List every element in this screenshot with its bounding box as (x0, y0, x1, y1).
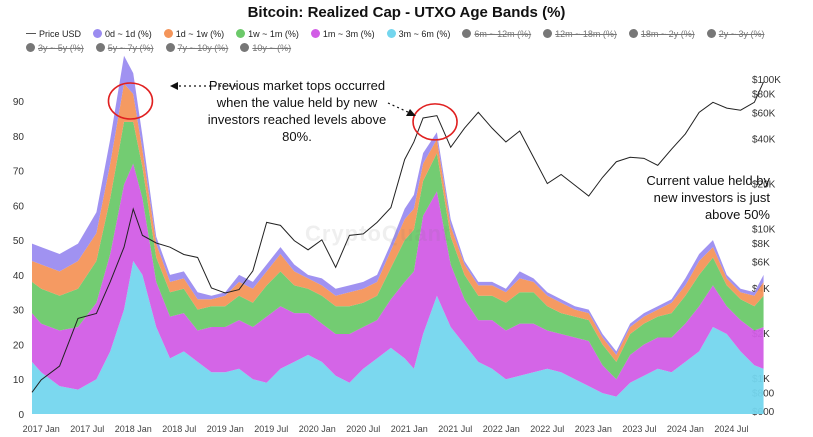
legend-line-marker (26, 33, 36, 34)
y-right-tick-label: $40K (752, 135, 776, 146)
y-left-tick-label: 40 (13, 271, 25, 282)
x-tick-label: 2020 Jul (346, 424, 380, 434)
legend-label: 5y ~ 7y (%) (107, 43, 154, 53)
legend-dot-marker (165, 43, 175, 52)
x-tick-label: 2019 Jan (207, 424, 244, 434)
x-tick-label: 2024 Jul (714, 424, 748, 434)
x-tick-label: 2017 Jan (23, 424, 60, 434)
x-tick-label: 2022 Jan (483, 424, 520, 434)
market-top-circle (412, 103, 458, 141)
y-right-tick-label: $100K (752, 75, 781, 86)
annotation-current-value: Current value held by new investors is j… (646, 173, 770, 222)
legend-item[interactable]: 18m ~ 2y (%) (628, 27, 695, 41)
legend-item[interactable]: 2y ~ 3y (%) (706, 27, 765, 41)
legend-label: 3y ~ 5y (%) (38, 43, 84, 53)
legend-dot-marker (26, 43, 35, 52)
legend-item[interactable]: 10y ~ (%) (240, 41, 291, 55)
y-right-tick-label: $10K (752, 225, 776, 236)
legend-label: 3m ~ 6m (%) (398, 29, 451, 39)
y-right-tick-label: $80K (752, 90, 776, 101)
chart-title: Bitcoin: Realized Cap - UTXO Age Bands (… (247, 4, 566, 21)
legend-dot-marker (628, 29, 638, 38)
area-series (32, 260, 764, 414)
y-right-tick-label: $8K (752, 239, 770, 250)
legend-label: 18m ~ 2y (%) (640, 29, 695, 39)
x-tick-label: 2023 Jul (622, 424, 656, 434)
annotation-market-tops: Previous market tops occurred when the v… (207, 78, 387, 144)
legend-item[interactable]: 3m ~ 6m (%) (386, 27, 451, 41)
legend-label: 0d ~ 1d (%) (105, 29, 152, 39)
legend-item[interactable]: 5y ~ 7y (%) (95, 41, 154, 55)
legend-dot-marker (310, 29, 320, 38)
annotation-arrow (387, 102, 411, 114)
legend-dot-marker (163, 29, 173, 38)
legend-item[interactable]: 6m ~ 12m (%) (462, 27, 531, 41)
y-left-tick-label: 20 (13, 340, 25, 351)
y-left-tick-label: 90 (13, 97, 25, 108)
legend-label: 1m ~ 3m (%) (322, 29, 375, 39)
x-tick-label: 2022 Jul (530, 424, 564, 434)
legend-item[interactable]: 3y ~ 5y (%) (26, 41, 84, 55)
x-tick-label: 2024 Jan (667, 424, 704, 434)
legend-dot-marker (462, 29, 472, 38)
legend-item[interactable]: 1w ~ 1m (%) (236, 27, 299, 41)
legend-item[interactable]: Price USD (26, 27, 81, 41)
y-right-tick-label: $6K (752, 258, 770, 269)
x-tick-label: 2021 Jul (438, 424, 472, 434)
y-right-tick-label: $60K (752, 108, 776, 119)
x-tick-label: 2018 Jul (162, 424, 196, 434)
y-left-tick-label: 70 (13, 167, 25, 178)
x-tick-label: 2017 Jul (70, 424, 104, 434)
market-top-circle (107, 82, 154, 120)
legend-item[interactable]: 1m ~ 3m (%) (310, 27, 375, 41)
x-tick-label: 2020 Jan (299, 424, 336, 434)
legend-dot-marker (386, 29, 396, 38)
area-series (32, 121, 764, 380)
x-tick-label: 2018 Jan (115, 424, 152, 434)
y-left-tick-label: 10 (13, 375, 25, 386)
y-left-tick-label: 50 (13, 236, 25, 247)
watermark: CryptoQuant (305, 221, 451, 246)
legend-dot-marker (236, 29, 246, 38)
price-line (31, 81, 765, 393)
legend-label: 1d ~ 1w (%) (175, 29, 225, 39)
y-left-tick-label: 0 (18, 410, 24, 421)
area-series (32, 163, 764, 397)
annotation-arrowhead (170, 82, 178, 90)
legend-item[interactable]: 12m ~ 18m (%) (543, 27, 617, 41)
legend-dot-marker (93, 29, 103, 38)
legend-dot-marker (543, 29, 553, 38)
legend-label: 10y ~ (%) (252, 43, 292, 53)
legend-label: 2y ~ 3y (%) (718, 29, 765, 39)
legend-label: 1w ~ 1m (%) (248, 29, 299, 39)
legend-item[interactable]: 0d ~ 1d (%) (93, 27, 152, 41)
legend-item[interactable]: 1d ~ 1w (%) (163, 27, 225, 41)
y-left-tick-label: 30 (13, 306, 25, 317)
legend-label: 12m ~ 18m (%) (555, 29, 617, 39)
y-left-tick-label: 60 (13, 201, 25, 212)
legend-label: Price USD (39, 29, 82, 39)
legend-dot-marker (240, 43, 250, 52)
legend: Price USD 0d ~ 1d (%) 1d ~ 1w (%) 1w ~ 1m (… (26, 27, 796, 55)
x-tick-label: 2023 Jan (575, 424, 612, 434)
x-tick-label: 2021 Jan (391, 424, 428, 434)
y-left-tick-label: 80 (13, 132, 25, 143)
y-right-tick-label: $20K (752, 180, 776, 191)
legend-label: 6m ~ 12m (%) (474, 29, 532, 39)
legend-label: 7y ~ 10y (%) (177, 43, 229, 53)
legend-item[interactable]: 7y ~ 10y (%) (165, 41, 229, 55)
annotation-arrowhead (406, 109, 416, 116)
x-tick-label: 2019 Jul (254, 424, 288, 434)
legend-dot-marker (95, 43, 105, 52)
legend-dot-marker (706, 29, 716, 38)
